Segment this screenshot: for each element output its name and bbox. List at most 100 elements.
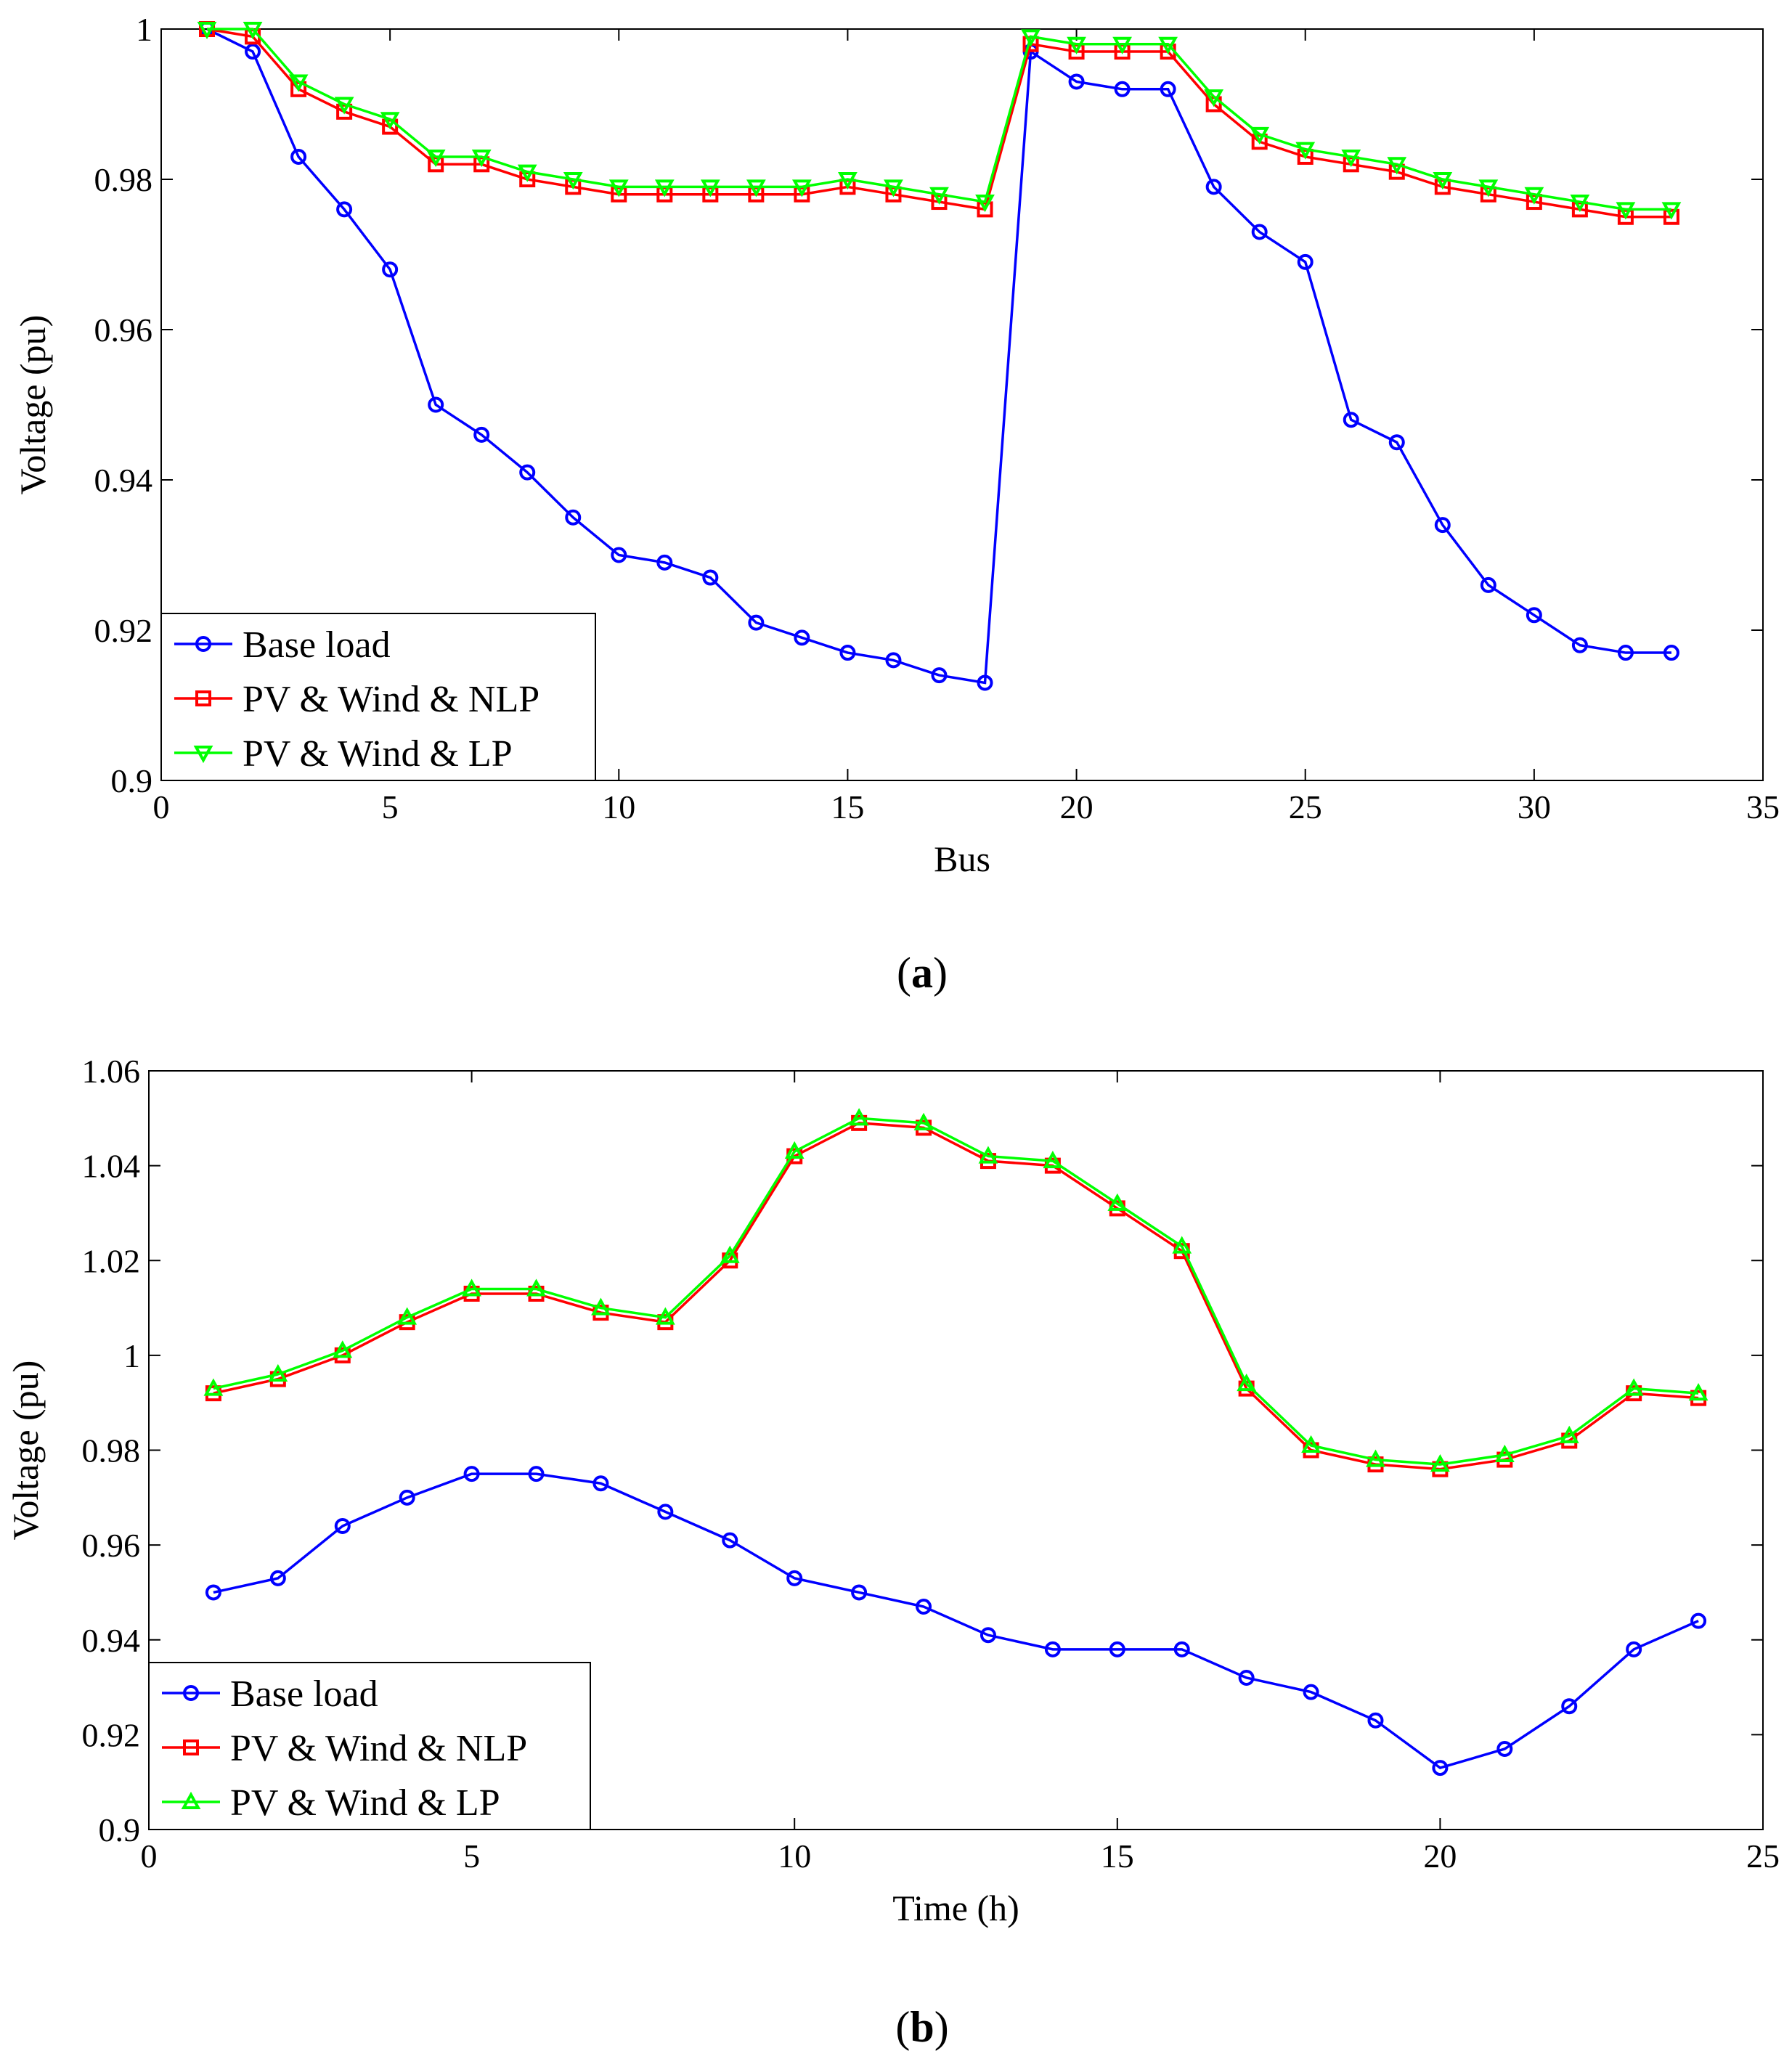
legend-label: PV & Wind & NLP: [243, 679, 539, 720]
data-point: [1044, 1641, 1061, 1657]
data-point: [1688, 1383, 1708, 1401]
x-axis-title: Time (h): [892, 1888, 1019, 1928]
data-point: [1367, 1712, 1384, 1729]
data-point: [336, 201, 353, 218]
legend-label: PV & Wind & LP: [243, 733, 513, 775]
series-line: [207, 28, 1671, 211]
panel-label-close: ): [933, 949, 948, 997]
data-point: [884, 179, 903, 197]
x-tick-label: 15: [831, 788, 864, 825]
data-point: [608, 179, 629, 197]
panel-label-open: (: [897, 949, 911, 997]
data-point: [428, 396, 444, 413]
data-point: [565, 509, 582, 526]
data-point: [380, 112, 400, 130]
data-point: [1109, 1641, 1125, 1657]
data-point: [611, 547, 627, 563]
data-point: [1387, 157, 1407, 175]
data-point: [1559, 1425, 1579, 1443]
data-point: [722, 1532, 738, 1549]
x-tick-label: 15: [1101, 1838, 1134, 1875]
data-point: [592, 1475, 609, 1492]
data-point: [1158, 36, 1178, 54]
data-point: [1107, 1193, 1128, 1211]
panel-label-close: ): [934, 2003, 949, 2051]
data-point: [700, 179, 720, 197]
y-tick-label: 1.02: [82, 1242, 141, 1279]
data-point: [1561, 1698, 1578, 1715]
series-line: [213, 1472, 1699, 1770]
data-point: [1616, 202, 1636, 220]
data-point: [655, 1307, 675, 1325]
data-point: [473, 426, 490, 443]
data-point: [1571, 637, 1588, 653]
data-point: [1301, 1435, 1321, 1453]
data-point: [591, 1297, 611, 1316]
data-point: [1172, 1236, 1192, 1254]
data-point: [203, 1378, 224, 1396]
data-point: [1433, 172, 1453, 190]
data-point: [1617, 645, 1634, 661]
data-point: [1068, 73, 1085, 90]
data-point: [792, 179, 812, 197]
y-tick-label: 0.92: [94, 612, 153, 649]
data-point: [268, 1363, 288, 1382]
legend-box: [148, 1662, 591, 1830]
chart-panel-b: 0 5 10 15 20 25 0.9 0.92 0.94 0.96 0.98 1 1.02 1.04 1.…: [5, 1053, 1780, 2051]
data-point: [1366, 1449, 1385, 1467]
data-point: [851, 1584, 868, 1601]
data-point: [980, 1627, 996, 1644]
panel-label: (a): [897, 949, 948, 997]
data-point: [1690, 1612, 1707, 1629]
data-point: [1480, 576, 1496, 593]
data-point: [1478, 179, 1499, 197]
y-tick-label: 0.94: [82, 1622, 141, 1659]
data-point: [288, 74, 309, 92]
data-point: [657, 1504, 674, 1520]
x-tick-label: 0: [141, 1838, 158, 1875]
legend-marker: [181, 1791, 201, 1809]
y-tick-label: 1.04: [82, 1148, 141, 1185]
data-point: [931, 667, 948, 684]
data-point: [916, 1599, 932, 1615]
x-tick-label: 30: [1518, 788, 1551, 825]
data-point: [1303, 1684, 1319, 1700]
legend-marker: [183, 1739, 199, 1755]
data-point: [794, 629, 810, 646]
series-line: [206, 28, 1671, 685]
y-tick-label: 0.98: [82, 1432, 141, 1469]
data-point: [975, 195, 995, 213]
data-point: [1114, 81, 1131, 97]
data-point: [197, 22, 217, 40]
legend-marker: [193, 746, 213, 764]
data-point: [977, 674, 993, 691]
x-tick-label: 25: [1289, 788, 1322, 825]
data-point: [1173, 1641, 1190, 1657]
data-point: [702, 569, 719, 586]
data-point: [1526, 607, 1542, 624]
data-point: [784, 1141, 805, 1159]
data-point: [654, 179, 675, 197]
x-axis-title: Bus: [934, 839, 990, 879]
data-point: [397, 1307, 418, 1325]
data-point: [334, 97, 354, 115]
data-point: [1205, 179, 1222, 195]
data-point: [1524, 187, 1544, 205]
data-point: [1570, 195, 1590, 213]
data-point: [929, 187, 949, 205]
data-point: [269, 1570, 286, 1586]
data-point: [1343, 412, 1359, 428]
panel-label-letter: a: [911, 949, 933, 997]
data-point: [978, 1146, 998, 1164]
y-tick-label: 1: [123, 1337, 140, 1374]
y-tick-label: 0.96: [82, 1527, 141, 1564]
y-tick-label: 0.94: [94, 462, 153, 499]
legend-marker: [195, 690, 211, 706]
data-point: [399, 1489, 415, 1506]
data-point: [243, 22, 263, 40]
panel-label-open: (: [895, 2003, 910, 2051]
data-point: [1160, 81, 1176, 97]
series-2: [197, 22, 1682, 220]
data-point: [333, 1340, 353, 1358]
data-point: [1250, 126, 1270, 145]
